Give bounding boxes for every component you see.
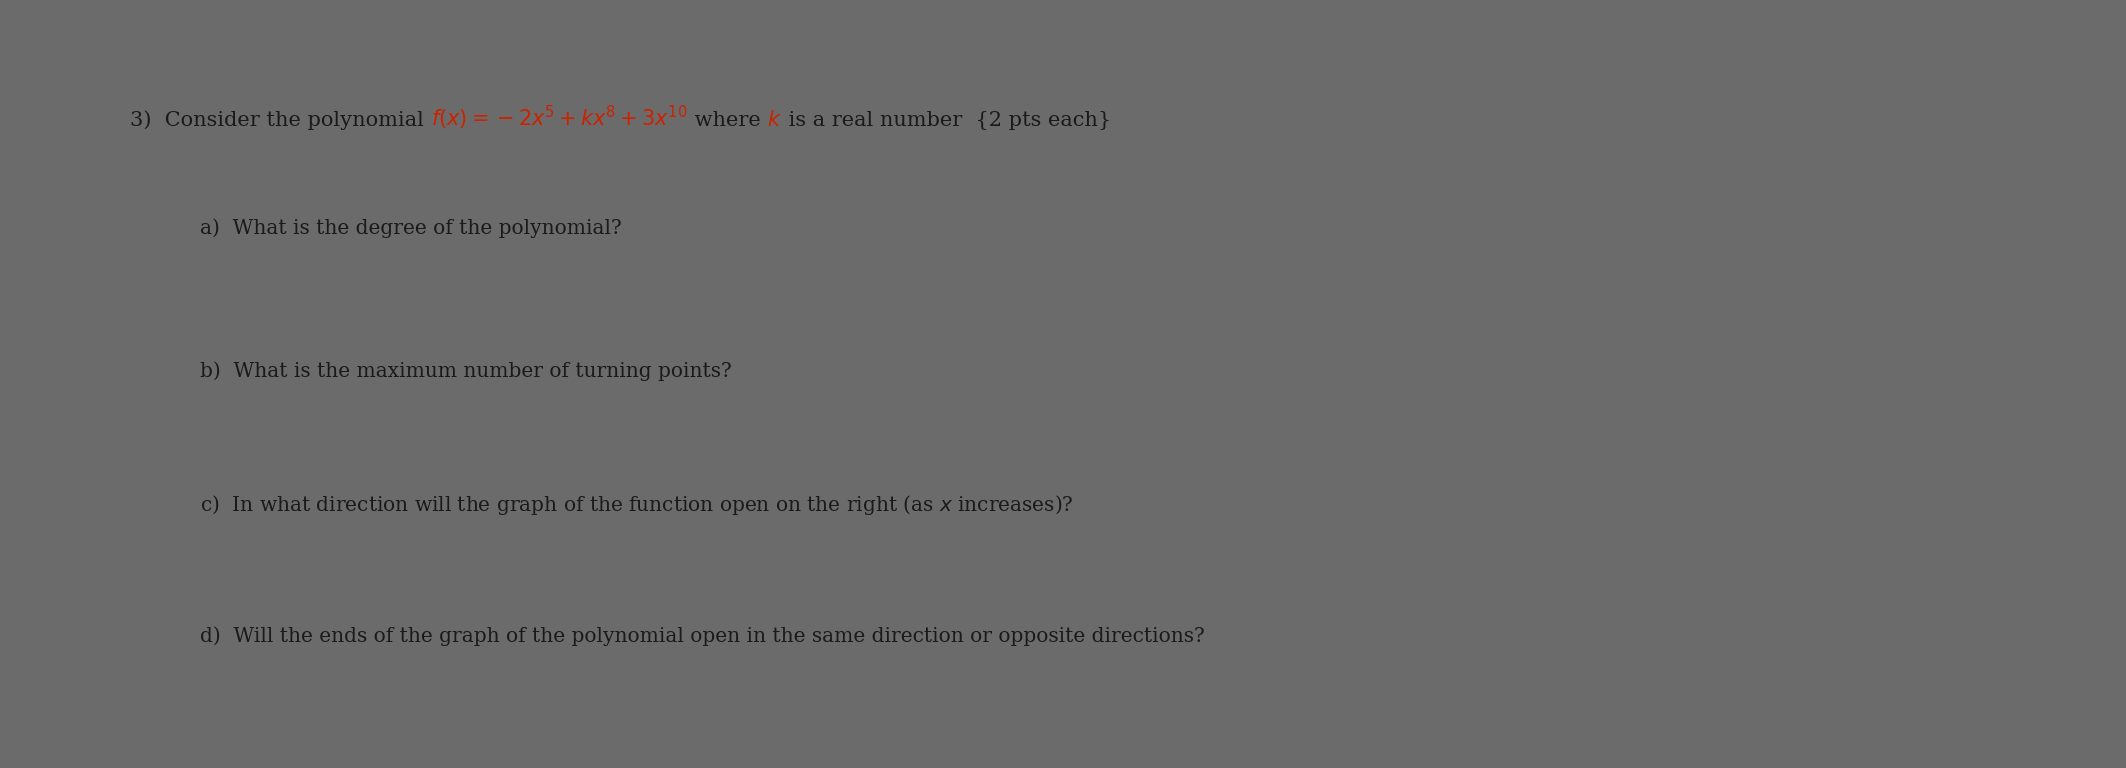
Text: $f(x) = -2x^5 + kx^8 + 3x^{10}$: $f(x) = -2x^5 + kx^8 + 3x^{10}$: [432, 104, 687, 132]
Text: b)  What is the maximum number of turning points?: b) What is the maximum number of turning…: [200, 361, 731, 380]
Text: is a real number  {2 pts each}: is a real number {2 pts each}: [782, 111, 1112, 130]
Text: c)  In what direction will the graph of the function open on the right (as $x$ i: c) In what direction will the graph of t…: [200, 493, 1074, 517]
Text: where: where: [687, 111, 767, 130]
Text: a)  What is the degree of the polynomial?: a) What is the degree of the polynomial?: [200, 219, 621, 238]
Text: 3)  Consider the polynomial: 3) Consider the polynomial: [130, 111, 432, 130]
Text: d)  Will the ends of the graph of the polynomial open in the same direction or o: d) Will the ends of the graph of the pol…: [200, 627, 1205, 646]
Text: $k$: $k$: [767, 110, 782, 130]
